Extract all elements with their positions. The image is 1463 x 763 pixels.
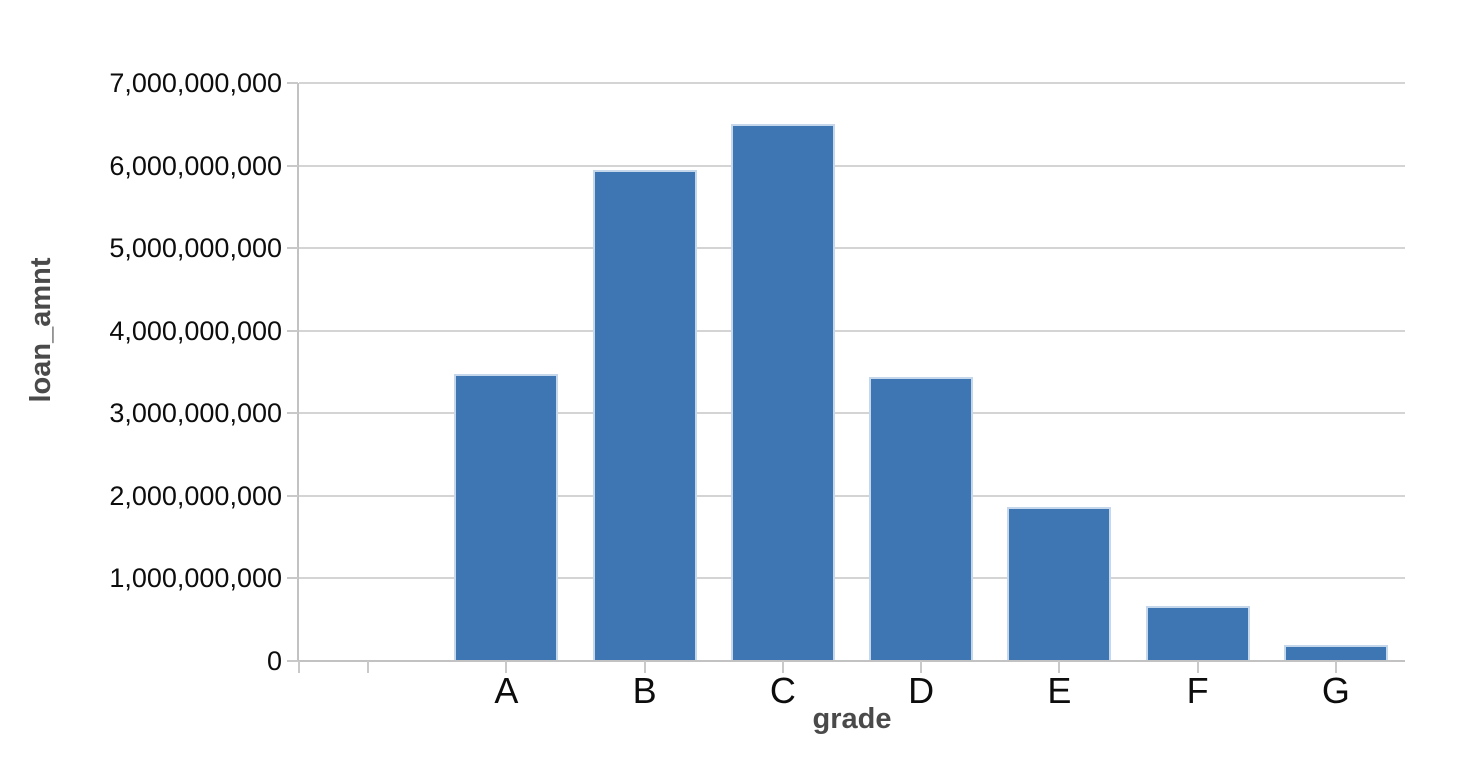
bar-D[interactable] [869,377,974,661]
y-axis-tick-label: 2,000,000,000 [109,480,282,511]
y-axis-tick-label: 3,000,000,000 [109,398,282,429]
gridline [299,164,1405,167]
x-axis-baseline [297,660,1405,662]
x-axis-tick-mark [643,661,646,673]
x-axis-tick-label: C [769,670,796,711]
y-axis-tick-mark [287,329,298,332]
x-axis-tick-label: E [1047,670,1072,711]
y-axis-tick-mark [287,494,298,497]
gridline [299,577,1405,580]
y-axis-tick-label: 7,000,000,000 [109,68,282,98]
bar-F[interactable] [1145,606,1250,661]
plot-area [299,82,1405,661]
x-axis-tick-label [298,671,438,711]
y-axis-tick-mark [287,577,298,580]
y-axis-tick-label: 0 [266,646,282,676]
x-axis-tick-label: B [632,670,657,711]
y-axis-line [297,83,299,661]
gridline [299,247,1405,250]
y-axis-tick-label: 5,000,000,000 [109,233,282,264]
gridline [299,82,1405,84]
x-axis-tick-mark [781,661,784,673]
y-axis-tick-mark [287,164,298,167]
x-axis-tick-mark [1334,661,1337,673]
x-axis-tick-label: G [1321,670,1350,711]
bar-E[interactable] [1007,507,1112,661]
x-axis-tick-mark [1196,661,1199,673]
x-axis-tick-label: A [494,670,519,711]
bar-B[interactable] [592,170,697,661]
gridline [299,329,1405,332]
x-axis-tick-mark [920,661,923,673]
x-axis-tick-mark [1058,661,1061,673]
x-axis-origin-tick [298,661,300,673]
bar-C[interactable] [730,124,835,661]
gridline [299,494,1405,497]
bar-A[interactable] [454,374,559,661]
y-axis-tick-label: 4,000,000,000 [109,315,282,346]
x-axis-tick-label: F [1186,670,1209,711]
y-axis-tick-label: 1,000,000,000 [109,563,282,594]
gridline [299,412,1405,415]
y-axis-tick-mark [287,412,298,415]
y-axis-tick-mark [287,247,298,250]
y-axis-tick-label: 6,000,000,000 [109,150,282,181]
x-axis-tick-mark [367,661,370,673]
x-axis-title: grade [812,703,892,735]
y-axis-tick-mark [287,82,298,84]
bar-G[interactable] [1283,645,1388,661]
y-axis-tick-mark [287,660,298,662]
x-axis-tick-label: D [908,670,935,711]
x-axis-tick-mark [505,661,508,673]
